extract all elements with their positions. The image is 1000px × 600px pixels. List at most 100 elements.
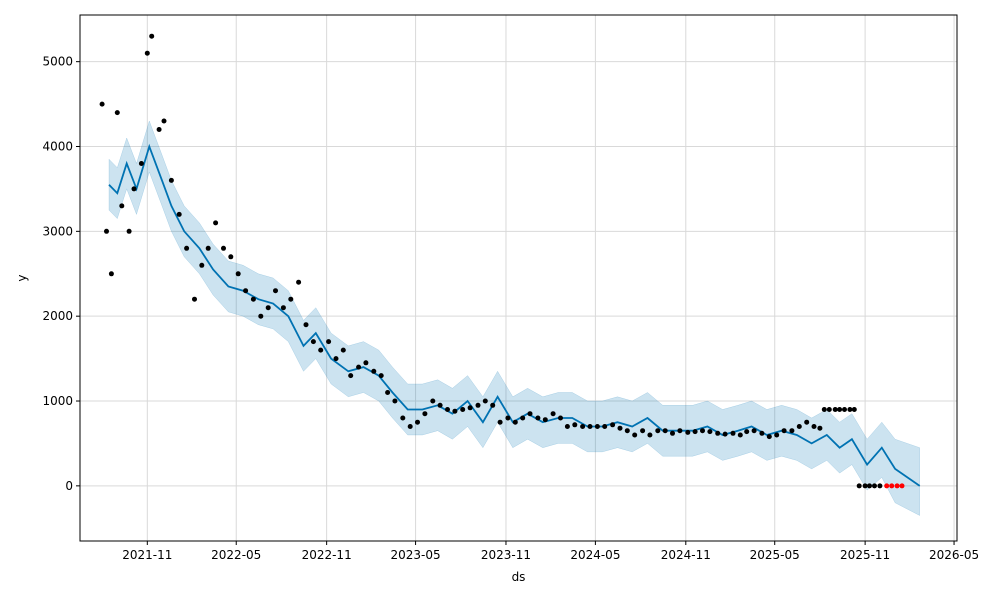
observed-point [385,390,391,395]
observed-point [722,431,728,437]
y-tick-label: 3000 [42,224,73,238]
observed-point [512,419,518,425]
observed-point [392,398,398,404]
observed-point [594,424,600,429]
x-tick-label: 2022-11 [302,548,352,562]
uncertainty-band [108,120,920,516]
observed-point [273,288,278,294]
observed-point [475,402,481,408]
observed-point [303,322,309,328]
observed-point [811,424,817,429]
observed-point [161,118,167,124]
observed-point [422,411,428,417]
x-tick-label: 2024-05 [570,548,620,562]
observed-point [280,305,286,311]
observed-point [781,428,787,434]
observed-point [497,419,503,425]
y-tick-label: 0 [65,479,73,493]
observed-point [655,428,661,434]
observed-point [114,110,120,116]
observed-point [766,434,772,440]
observed-point [176,211,182,217]
observed-point [104,228,109,234]
y-tick-label: 2000 [42,309,73,323]
observed-points-layer [99,33,883,489]
x-axis-title: ds [512,570,526,584]
observed-point [221,245,226,251]
observed-point [363,360,369,366]
observed-point [692,429,698,435]
observed-point [356,364,362,370]
observed-point [131,186,137,192]
observed-point [602,424,608,429]
observed-point [872,483,877,489]
observed-point [759,430,765,436]
observed-point [580,424,586,429]
observed-point [832,407,838,412]
observed-point [842,407,847,412]
observed-point [407,424,413,429]
observed-point [437,402,443,408]
observed-point [482,398,488,404]
observed-point [126,228,132,234]
observed-point [685,429,691,435]
observed-point [624,428,630,434]
observed-point [288,296,294,302]
observed-point [707,429,713,435]
observed-point [744,429,750,435]
observed-point [205,245,211,251]
observed-point [490,402,496,408]
observed-point [430,398,436,404]
x-axis-ticks: 2021-11 2022-05 2022-11 2023-05 2023-11 2024-… [122,541,979,562]
observed-point [826,407,832,412]
highlight-points-layer [884,483,905,489]
observed-point [243,288,249,294]
observed-point [737,432,743,438]
observed-point [677,428,683,434]
observed-point [371,368,377,374]
observed-point [108,271,114,277]
observed-point [445,407,450,412]
observed-point [527,411,533,417]
highlight-point [889,483,895,489]
observed-point [149,33,155,39]
observed-point [632,432,638,438]
observed-point [348,373,354,379]
observed-point [572,422,578,428]
observed-point [250,296,256,302]
grid-lines [80,15,957,541]
y-axis-ticks: 0 1000 2000 3000 4000 5000 [42,55,80,493]
x-tick-label: 2023-05 [390,548,440,562]
observed-point [310,339,316,345]
observed-point [119,203,125,209]
observed-point [670,430,675,436]
observed-point [640,428,646,434]
observed-point [715,430,721,436]
observed-point [156,127,162,132]
forecast-line-layer [108,143,921,487]
observed-point [168,177,174,183]
observed-point [804,419,810,425]
observed-point [400,415,406,421]
x-tick-label: 2025-11 [840,548,890,562]
observed-point [340,347,346,353]
observed-point [138,161,144,166]
observed-point [751,428,757,434]
observed-point [460,407,466,412]
highlight-point [899,483,905,489]
observed-point [99,101,105,107]
observed-point [862,483,868,489]
observed-point [505,415,511,421]
observed-point [520,415,526,421]
observed-point [542,417,548,423]
observed-point [587,424,593,429]
observed-point [564,424,570,429]
observed-point [867,483,872,489]
observed-point [817,425,823,431]
observed-point [610,422,616,428]
y-tick-label: 1000 [42,394,73,408]
observed-point [213,220,219,226]
observed-point [452,408,458,414]
observed-point [877,483,883,489]
